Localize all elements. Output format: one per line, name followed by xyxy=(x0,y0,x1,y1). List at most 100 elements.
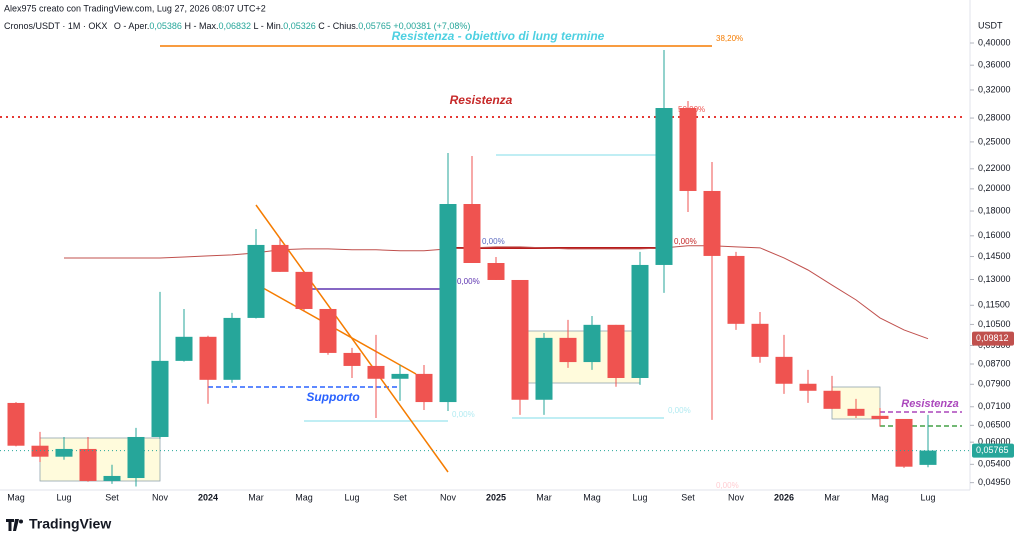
candle-body xyxy=(295,271,313,309)
x-tick-label: Nov xyxy=(440,492,457,502)
x-tick-label: Set xyxy=(393,492,407,502)
candle-body xyxy=(535,337,553,400)
x-tick-label: Mag xyxy=(295,492,313,502)
moving-average xyxy=(64,245,929,340)
fib-label: 0,00% xyxy=(716,481,739,490)
y-tick-label: 0,08700 xyxy=(978,358,1011,368)
candle-body xyxy=(79,448,97,481)
logo: TradingView xyxy=(6,516,111,532)
candle-body xyxy=(367,365,385,379)
y-tick-label: 0,36000 xyxy=(978,60,1011,70)
candle-body xyxy=(559,337,577,363)
x-tick-label: 2025 xyxy=(486,492,506,502)
candle-body xyxy=(247,244,265,318)
fib-label: 0,00% xyxy=(674,237,697,246)
x-tick-label: Set xyxy=(681,492,695,502)
x-tick-label: Mar xyxy=(824,492,840,502)
candle-body xyxy=(847,408,865,416)
y-tick-label: 0,20000 xyxy=(978,183,1011,193)
y-tick-label: 0,14500 xyxy=(978,251,1011,261)
y-tick-label: 0,10500 xyxy=(978,319,1011,329)
x-tick-label: Mag xyxy=(871,492,889,502)
candle-body xyxy=(919,450,937,465)
fib-label: 38,20% xyxy=(716,34,743,43)
candles xyxy=(7,49,937,487)
close-label: C - Chius. xyxy=(318,21,358,31)
x-tick-label: Nov xyxy=(728,492,745,502)
annotation: Supporto xyxy=(306,390,359,404)
fib-label: 0,00% xyxy=(482,237,505,246)
y-tick-label: 0,25000 xyxy=(978,136,1011,146)
change: +0,00381 (+7,08%) xyxy=(393,21,470,31)
y-tick-label: 0,06000 xyxy=(978,437,1011,447)
symbol: Cronos/USDT · 1M · OKX xyxy=(4,21,107,31)
candle-body xyxy=(199,336,217,380)
candle-body xyxy=(271,244,289,272)
x-tick-label: Lug xyxy=(920,492,935,502)
open-label: O - Aper. xyxy=(114,21,150,31)
candle-body xyxy=(391,373,409,379)
y-tick-label: 0,18000 xyxy=(978,205,1011,215)
candle-body xyxy=(55,448,73,457)
x-tick-label: Mag xyxy=(7,492,25,502)
candle-body xyxy=(151,360,169,437)
price-tag xyxy=(972,443,1014,458)
candle-body xyxy=(895,418,913,467)
logo-icon xyxy=(19,519,23,524)
y-tick-label: 0,11500 xyxy=(978,300,1010,310)
y-tick-label: 0,13000 xyxy=(978,274,1011,284)
candle-body xyxy=(463,204,481,263)
ma-tag-label: 0,09812 xyxy=(976,333,1009,343)
x-tick-label: Mar xyxy=(536,492,552,502)
x-tick-label: Lug xyxy=(344,492,359,502)
y-tick-label: 0,28000 xyxy=(978,112,1011,122)
y-tick-label: 0,16000 xyxy=(978,230,1011,240)
x-tick-label: Mar xyxy=(248,492,264,502)
high-label: H - Max. xyxy=(184,21,218,31)
candle-body xyxy=(631,264,649,378)
legend-line: Cronos/USDT · 1M · OKX O - Aper.0,05386 … xyxy=(4,21,470,31)
x-tick-label: Set xyxy=(105,492,119,502)
annotation: Resistenza xyxy=(450,93,513,107)
candle-body xyxy=(583,324,601,363)
candle-body xyxy=(7,402,25,446)
x-tick-label: Nov xyxy=(152,492,169,502)
x-tick-label: Lug xyxy=(632,492,647,502)
candle-body xyxy=(175,336,193,361)
candle-body xyxy=(127,436,145,479)
x-tick-label: Mag xyxy=(583,492,601,502)
x-tick-label: Lug xyxy=(56,492,71,502)
candle-body xyxy=(871,415,889,419)
axis-unit: USDT xyxy=(978,20,1003,30)
y-tick-label: 0,05400 xyxy=(978,459,1011,469)
price-tag-label: 0,05765 xyxy=(976,445,1009,455)
fib-label: 0,00% xyxy=(668,406,691,415)
y-tick-label: 0,07900 xyxy=(978,379,1011,389)
y-tick-label: 0,04950 xyxy=(978,477,1011,487)
fib-label: 0,00% xyxy=(452,410,475,419)
candle-body xyxy=(655,108,673,265)
ma-tag xyxy=(972,331,1014,346)
x-tick-label: 2024 xyxy=(198,492,218,502)
author: Alex975 creato con TradingView.com, Lug … xyxy=(4,3,266,13)
y-tick-label: 0,40000 xyxy=(978,37,1011,47)
candle-body xyxy=(775,356,793,384)
x-tick-label: 2026 xyxy=(774,492,794,502)
annotation: Resistenza - obiettivo di lung termine xyxy=(392,29,605,43)
logo-icon xyxy=(6,519,19,531)
y-tick-label: 0,06500 xyxy=(978,420,1011,430)
candle-body xyxy=(439,204,457,403)
candle-body xyxy=(487,262,505,280)
candle-body xyxy=(343,352,361,366)
high: 0,06832 xyxy=(218,21,251,31)
candle-body xyxy=(511,279,529,400)
candle-body xyxy=(31,445,49,457)
y-tick-label: 0,32000 xyxy=(978,84,1011,94)
low-label: L - Min. xyxy=(254,21,284,31)
candle-body xyxy=(727,255,745,324)
candle-body xyxy=(679,108,697,191)
logo-text: TradingView xyxy=(29,516,111,532)
candle-body xyxy=(319,308,337,353)
low: 0,05326 xyxy=(283,21,316,31)
